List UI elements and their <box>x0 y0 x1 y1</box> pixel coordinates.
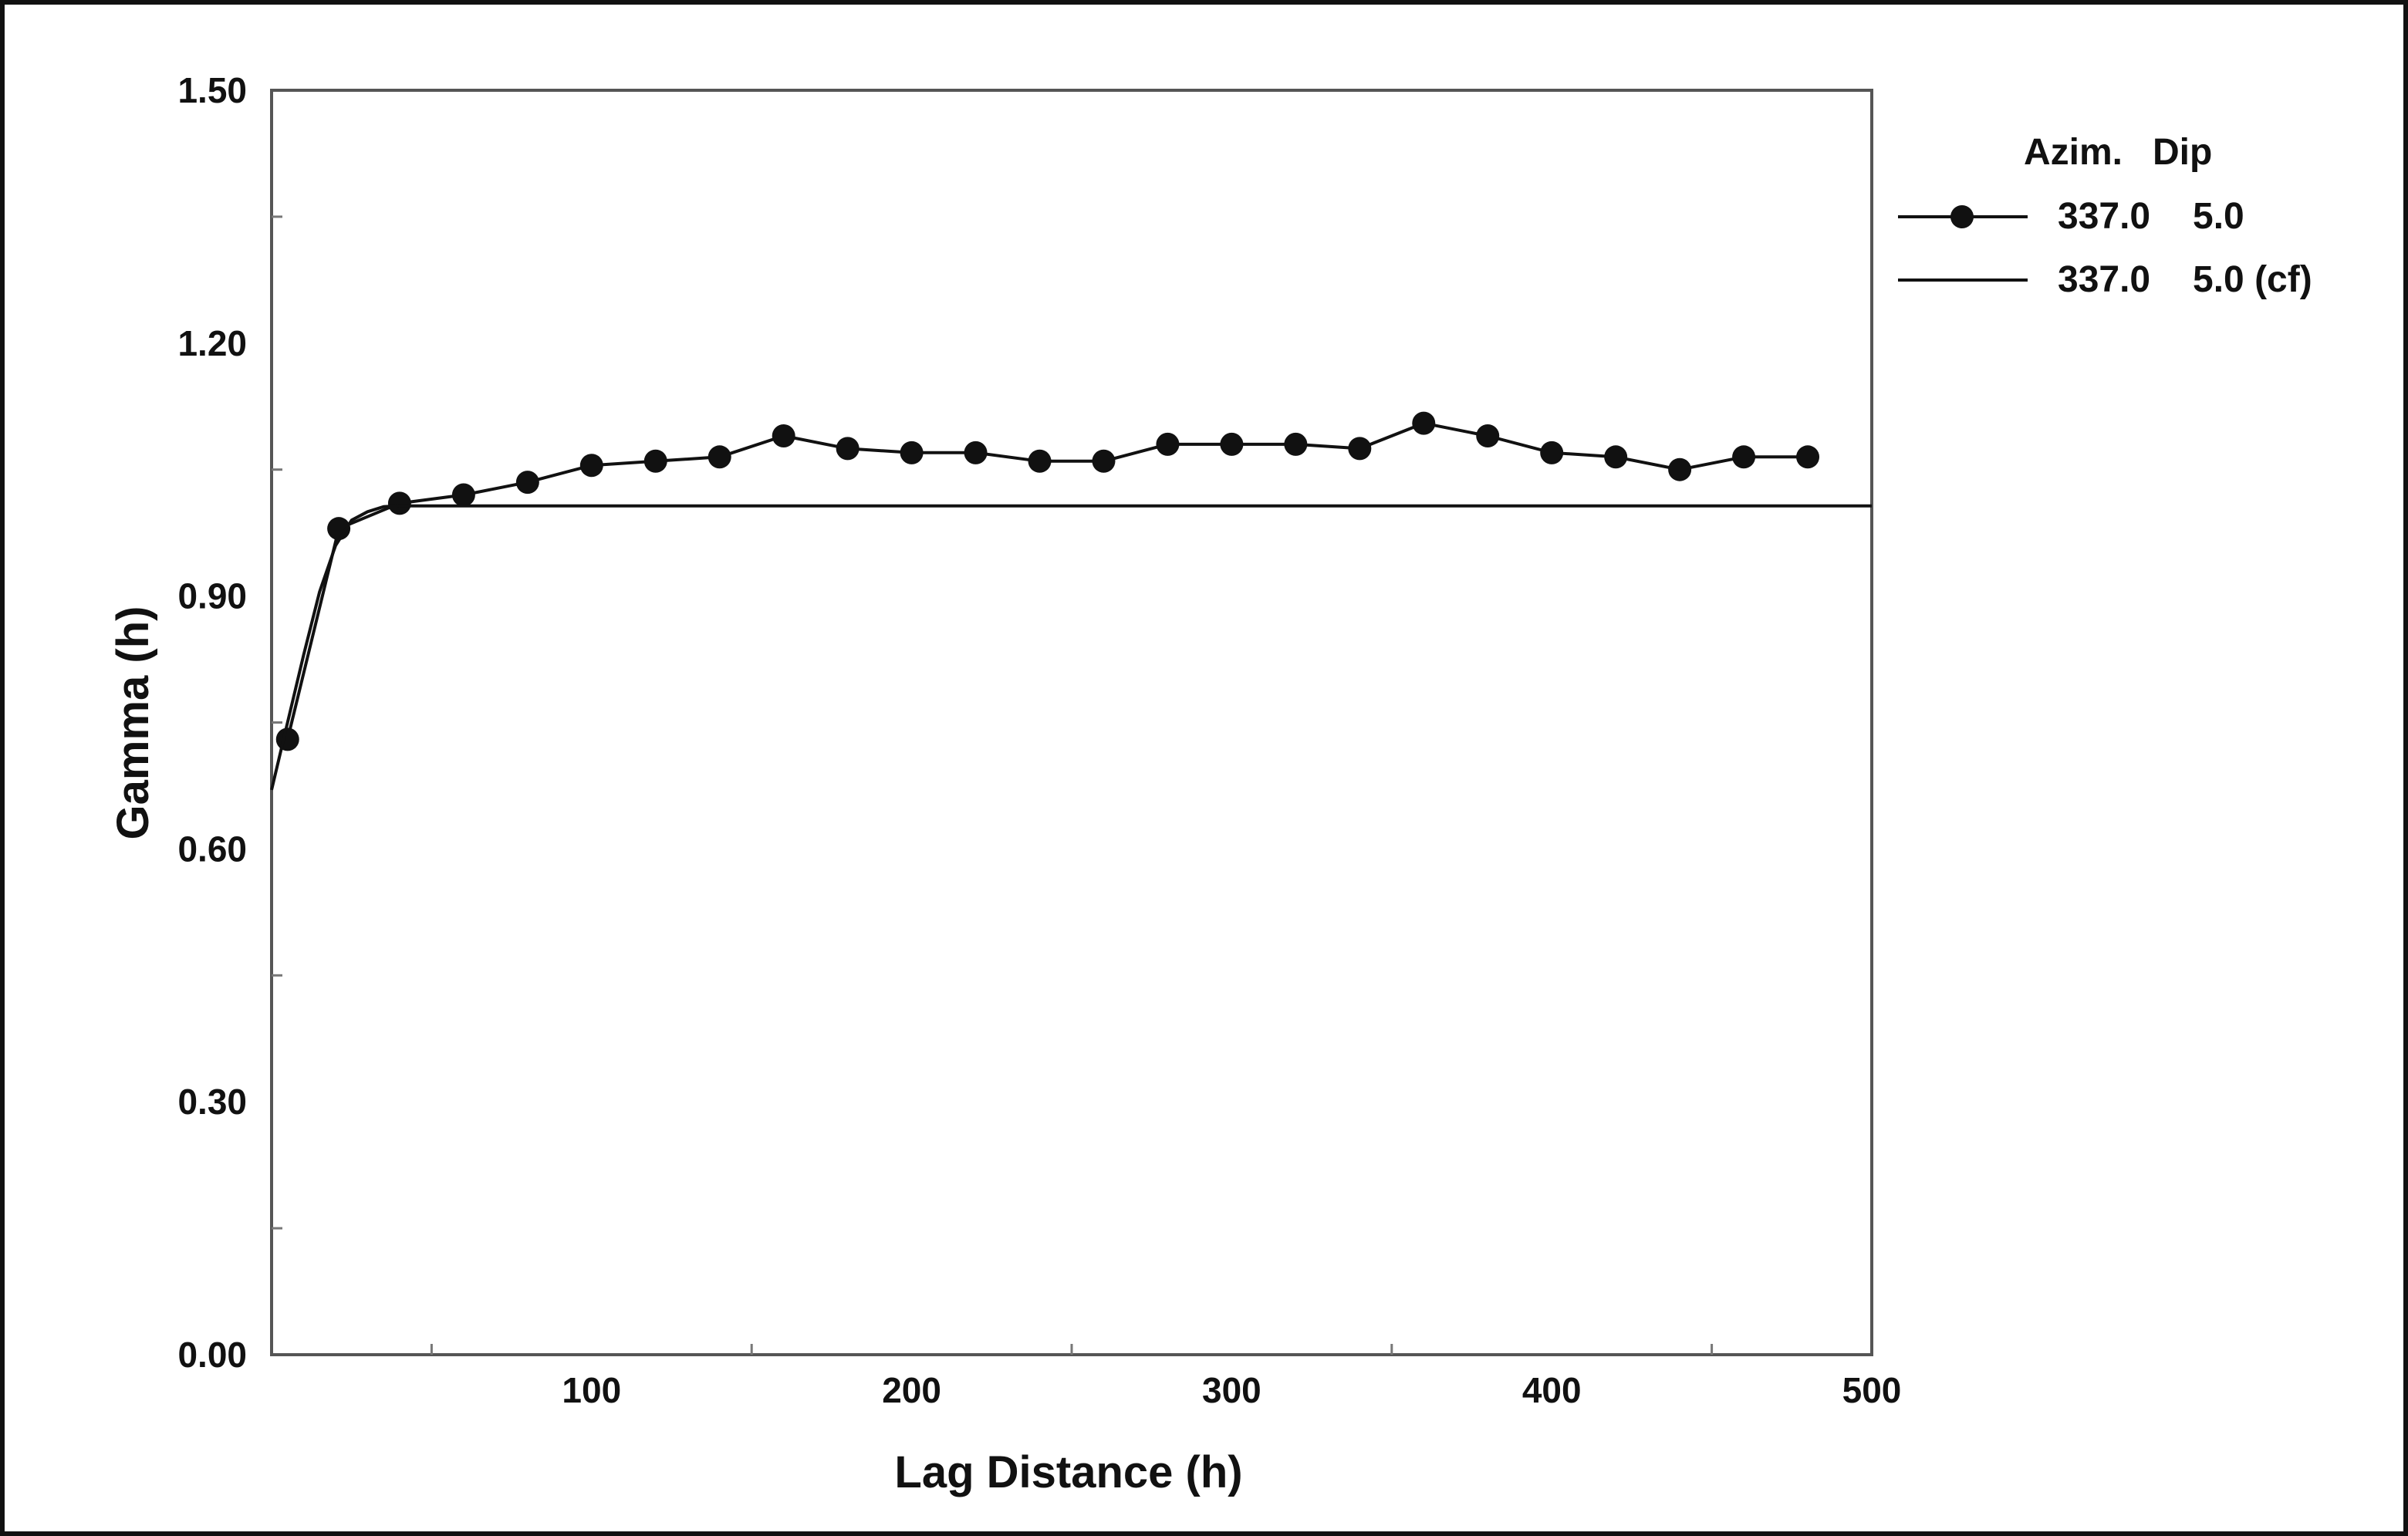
legend-marker-sample <box>1950 205 1974 228</box>
y-tick-label: 1.20 <box>177 323 247 363</box>
data-point <box>1348 437 1372 461</box>
data-point <box>708 445 731 469</box>
y-tick-label: 0.00 <box>177 1335 247 1375</box>
data-point <box>1668 457 1692 481</box>
x-axis-title: Lag Distance (h) <box>894 1447 1242 1497</box>
experimental-variogram-line <box>285 421 1808 740</box>
data-point <box>1092 449 1116 473</box>
y-tick-label: 0.60 <box>177 829 247 869</box>
data-point <box>515 471 539 495</box>
legend-entry-2-dip: 5.0 (cf) <box>2193 259 2312 300</box>
legend-entry-1-dip: 5.0 <box>2193 196 2244 237</box>
data-point <box>275 727 299 751</box>
data-point <box>1028 449 1052 473</box>
y-axis-title: Gamma (h) <box>108 606 158 840</box>
data-point <box>964 441 988 464</box>
data-point <box>1220 432 1244 456</box>
legend: Azim. Dip 337.0 5.0 337.0 5.0 (cf) <box>1898 132 2312 300</box>
plot-area <box>270 89 1873 1356</box>
y-minor-ticks <box>272 215 282 1230</box>
legend-entry-2-azim: 337.0 <box>2058 259 2150 300</box>
x-tick-label: 400 <box>1522 1370 1582 1410</box>
data-point <box>451 483 475 507</box>
model-variogram-line <box>270 504 1872 791</box>
x-minor-ticks <box>430 1344 1714 1355</box>
y-tick-label: 0.90 <box>177 576 247 616</box>
data-point <box>1540 441 1564 464</box>
series-layer <box>270 411 1872 791</box>
data-point <box>1284 432 1308 456</box>
data-point <box>1476 424 1500 447</box>
data-point <box>579 454 603 478</box>
data-point <box>1732 445 1756 469</box>
y-tick-labels: 0.00 0.30 0.60 0.90 1.20 1.50 <box>177 70 247 1375</box>
data-point <box>900 441 924 464</box>
data-point <box>836 437 860 461</box>
x-tick-label: 300 <box>1202 1370 1261 1410</box>
legend-header-dip: Dip <box>2153 132 2212 173</box>
data-point <box>772 424 795 447</box>
y-tick-label: 1.50 <box>177 70 247 110</box>
data-point <box>1604 445 1628 469</box>
x-tick-label: 500 <box>1842 1370 1902 1410</box>
y-tick-label: 0.30 <box>177 1082 247 1122</box>
data-point <box>327 517 351 541</box>
legend-header-azim: Azim. <box>2024 132 2123 173</box>
x-tick-label: 100 <box>562 1370 621 1410</box>
data-point <box>1412 411 1436 435</box>
data-point <box>1796 445 1820 469</box>
x-tick-label: 200 <box>882 1370 941 1410</box>
x-tick-labels: 100 200 300 400 500 <box>562 1370 1901 1410</box>
data-point <box>1156 432 1180 456</box>
data-point <box>643 449 667 473</box>
data-point <box>387 491 411 515</box>
legend-entry-1-azim: 337.0 <box>2058 196 2150 237</box>
